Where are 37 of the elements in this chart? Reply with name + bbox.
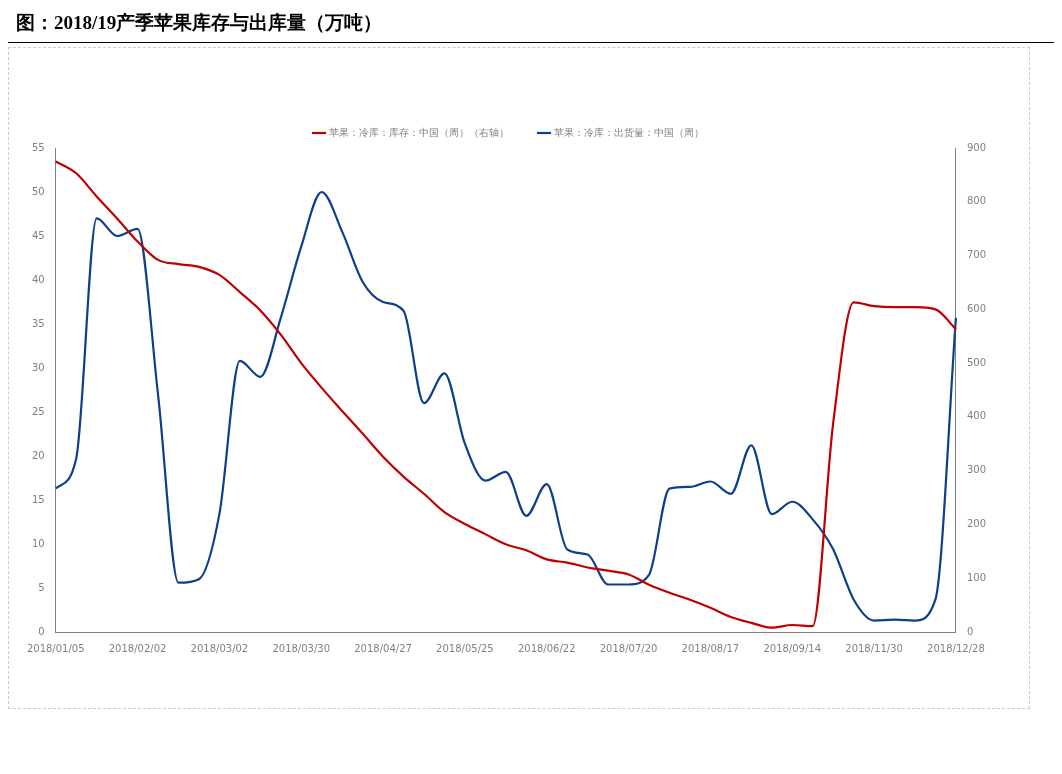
y2-tick-label: 900 bbox=[966, 141, 987, 153]
legend-label: 苹果：冷库：库存：中国（周）（右轴） bbox=[329, 126, 509, 138]
y-tick-label: 55 bbox=[31, 141, 45, 153]
x-tick-label: 2018/04/27 bbox=[354, 642, 412, 654]
y-tick-label: 50 bbox=[31, 185, 45, 197]
y2-tick-label: 300 bbox=[966, 464, 987, 476]
x-tick-label: 2018/01/05 bbox=[26, 642, 85, 654]
y2-tick-label: 400 bbox=[966, 410, 987, 422]
y-tick-label: 15 bbox=[31, 493, 45, 505]
x-tick-label: 2018/12/28 bbox=[927, 642, 985, 654]
x-tick-label: 2018/08/17 bbox=[681, 642, 740, 654]
x-tick-label: 2018/03/02 bbox=[190, 642, 249, 654]
y-tick-label: 25 bbox=[31, 405, 45, 417]
y2-tick-label: 500 bbox=[966, 356, 987, 368]
x-tick-label: 2018/06/22 bbox=[517, 642, 576, 654]
chart-title: 图：2018/19产季苹果库存与出库量（万吨） bbox=[8, 8, 1054, 43]
y-tick-label: 35 bbox=[31, 317, 45, 329]
x-tick-label: 2018/11/30 bbox=[845, 642, 903, 654]
y-tick-label: 20 bbox=[31, 449, 45, 461]
x-tick-label: 2018/03/30 bbox=[272, 642, 331, 654]
y2-tick-label: 0 bbox=[966, 625, 974, 637]
y-tick-label: 45 bbox=[31, 229, 45, 241]
y-tick-label: 40 bbox=[31, 273, 45, 285]
legend-label: 苹果：冷库：出货量：中国（周） bbox=[554, 126, 704, 138]
y2-tick-label: 200 bbox=[966, 518, 987, 530]
y-tick-label: 10 bbox=[31, 537, 45, 549]
y2-tick-label: 700 bbox=[966, 249, 987, 261]
y-tick-label: 0 bbox=[38, 625, 45, 637]
y-tick-label: 30 bbox=[31, 361, 45, 373]
x-tick-label: 2018/09/14 bbox=[763, 642, 822, 654]
y2-tick-label: 600 bbox=[966, 302, 987, 314]
y-tick-label: 5 bbox=[38, 581, 45, 593]
x-tick-label: 2018/07/20 bbox=[599, 642, 658, 654]
y2-tick-label: 800 bbox=[966, 195, 987, 207]
x-tick-label: 2018/05/25 bbox=[436, 642, 494, 654]
y2-tick-label: 100 bbox=[966, 571, 987, 583]
x-tick-label: 2018/02/02 bbox=[108, 642, 167, 654]
